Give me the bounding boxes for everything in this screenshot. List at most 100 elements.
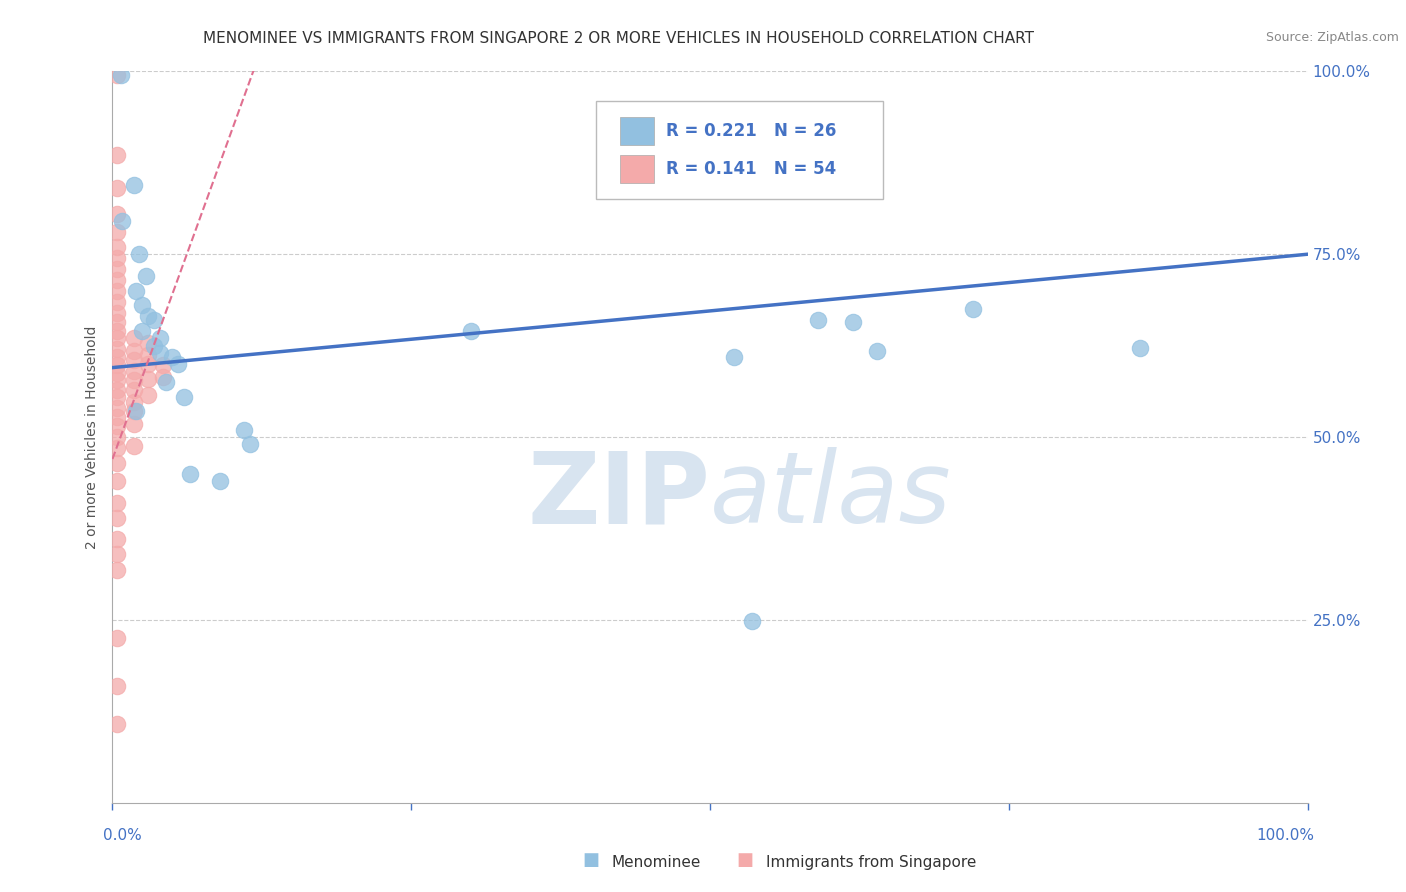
Text: MENOMINEE VS IMMIGRANTS FROM SINGAPORE 2 OR MORE VEHICLES IN HOUSEHOLD CORRELATI: MENOMINEE VS IMMIGRANTS FROM SINGAPORE 2…: [202, 31, 1035, 46]
Text: ■: ■: [582, 851, 599, 869]
Point: [105, 373, 128, 387]
Point: [105, 474, 128, 488]
Point: [105, 284, 128, 298]
Point: [111, 214, 134, 228]
Point: [105, 306, 128, 320]
Text: 100.0%: 100.0%: [1257, 829, 1315, 843]
Point: [962, 301, 984, 317]
Point: [110, 68, 132, 82]
Point: [105, 679, 128, 693]
Point: [105, 401, 128, 415]
Point: [105, 563, 128, 577]
Point: [105, 409, 128, 424]
Point: [105, 456, 128, 470]
Point: [122, 343, 145, 358]
Text: Immigrants from Singapore: Immigrants from Singapore: [766, 855, 977, 870]
Point: [460, 324, 482, 338]
Point: [131, 324, 153, 338]
Point: [842, 314, 865, 328]
Point: [866, 343, 889, 358]
Point: [723, 350, 745, 364]
Point: [122, 331, 145, 345]
Point: [138, 357, 160, 371]
Point: [152, 359, 174, 373]
Point: [105, 207, 128, 221]
Text: ZIP: ZIP: [527, 447, 710, 544]
Point: [125, 404, 148, 418]
Point: [209, 474, 232, 488]
Text: atlas: atlas: [710, 447, 952, 544]
Point: [105, 359, 128, 373]
Point: [105, 324, 128, 338]
Point: [105, 294, 128, 309]
Point: [167, 357, 190, 371]
Point: [152, 370, 174, 384]
Text: Source: ZipAtlas.com: Source: ZipAtlas.com: [1265, 31, 1399, 45]
Point: [105, 251, 128, 265]
Point: [179, 467, 201, 481]
Point: [143, 313, 166, 327]
Point: [138, 387, 160, 401]
Point: [122, 395, 145, 409]
Point: [162, 350, 183, 364]
Point: [149, 346, 172, 360]
Point: [131, 298, 153, 312]
Point: [122, 404, 145, 418]
Point: [105, 181, 128, 195]
Point: [233, 423, 256, 437]
Point: [138, 371, 160, 385]
Point: [122, 178, 145, 192]
Point: [122, 383, 145, 397]
Point: [105, 261, 128, 276]
Point: [105, 390, 128, 404]
Point: [105, 496, 128, 510]
Point: [135, 269, 157, 284]
Point: [105, 331, 128, 345]
Bar: [620, 117, 654, 145]
Bar: [620, 155, 654, 183]
Point: [155, 376, 177, 390]
Text: R = 0.141   N = 54: R = 0.141 N = 54: [666, 161, 837, 178]
Point: [105, 366, 128, 380]
Text: 0.0%: 0.0%: [103, 829, 142, 843]
Point: [1129, 341, 1152, 355]
Text: Menominee: Menominee: [612, 855, 702, 870]
Point: [122, 373, 145, 387]
Point: [105, 632, 128, 646]
Point: [105, 350, 128, 364]
Point: [122, 417, 145, 431]
Point: [122, 353, 145, 368]
Point: [122, 439, 145, 453]
Point: [105, 419, 128, 434]
Point: [105, 430, 128, 444]
Point: [122, 364, 145, 378]
Point: [138, 310, 160, 324]
Text: ■: ■: [737, 851, 754, 869]
Point: [807, 313, 830, 327]
Text: R = 0.221   N = 26: R = 0.221 N = 26: [666, 121, 837, 140]
Point: [105, 148, 128, 162]
Point: [143, 338, 166, 352]
Y-axis label: 2 or more Vehicles in Household: 2 or more Vehicles in Household: [84, 326, 98, 549]
Point: [105, 68, 128, 82]
Point: [105, 716, 128, 731]
Point: [105, 533, 128, 547]
Point: [105, 225, 128, 239]
Point: [105, 441, 128, 455]
Point: [173, 390, 195, 404]
Point: [138, 348, 160, 362]
Point: [138, 336, 160, 351]
Point: [105, 273, 128, 287]
Point: [239, 437, 262, 451]
Point: [105, 383, 128, 397]
Point: [105, 314, 128, 328]
Point: [741, 615, 763, 629]
Point: [105, 343, 128, 357]
Point: [149, 331, 172, 345]
Point: [105, 240, 128, 254]
FancyBboxPatch shape: [596, 101, 883, 200]
Point: [105, 510, 128, 524]
Point: [128, 247, 150, 261]
Point: [125, 284, 148, 298]
Point: [105, 547, 128, 561]
